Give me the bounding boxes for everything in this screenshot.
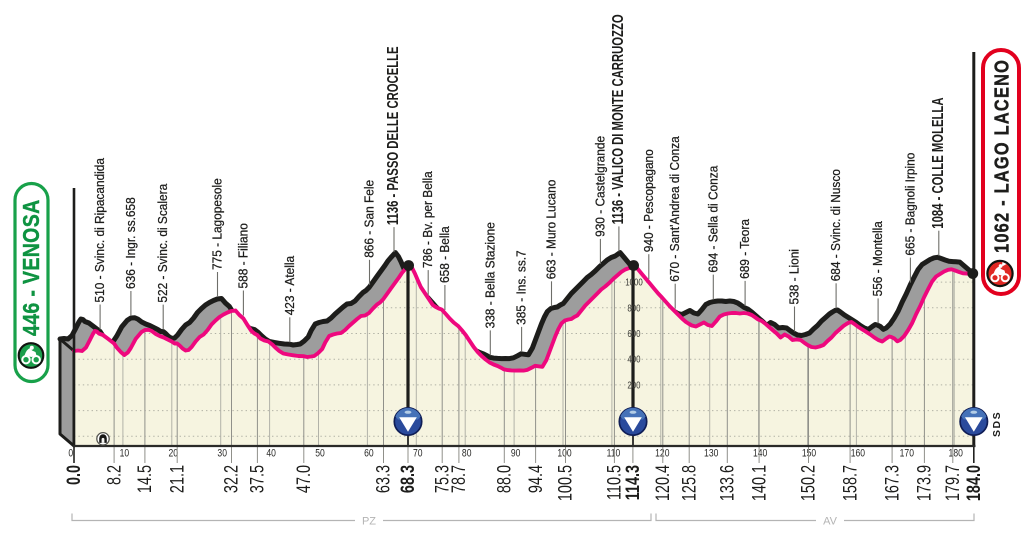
svg-text:786 - Bv. per Bella: 786 - Bv. per Bella	[421, 171, 435, 268]
svg-text:1084 - COLLE MOLELLA: 1084 - COLLE MOLELLA	[929, 97, 946, 228]
svg-text:556 - Montella: 556 - Montella	[871, 221, 885, 296]
svg-text:800: 800	[627, 302, 640, 313]
svg-text:423 - Atella: 423 - Atella	[283, 256, 297, 316]
svg-text:47.0: 47.0	[292, 465, 315, 493]
svg-text:338 - Bella Stazione: 338 - Bella Stazione	[483, 222, 497, 328]
svg-text:689 - Teora: 689 - Teora	[738, 219, 752, 279]
svg-text:14.5: 14.5	[133, 465, 156, 493]
svg-text:1000: 1000	[625, 277, 643, 288]
svg-text:10: 10	[120, 448, 130, 460]
svg-text:1136 - VALICO DI MONTE CARRUOZ: 1136 - VALICO DI MONTE CARRUOZZO	[609, 14, 626, 224]
svg-text:150: 150	[802, 448, 817, 460]
svg-text:133.6: 133.6	[715, 465, 738, 501]
svg-text:63.3: 63.3	[372, 465, 395, 493]
svg-text:158.7: 158.7	[838, 465, 861, 501]
svg-text:179.7: 179.7	[941, 465, 964, 501]
svg-text:522 - Svinc. di Scalera: 522 - Svinc. di Scalera	[156, 184, 170, 303]
svg-text:100: 100	[557, 448, 572, 460]
svg-text:1062 - LAGO LACENO: 1062 - LAGO LACENO	[990, 59, 1013, 253]
svg-text:160: 160	[851, 448, 866, 460]
svg-text:94.4: 94.4	[524, 465, 547, 493]
svg-text:SDS: SDS	[991, 411, 1003, 437]
svg-text:385 - Ins. ss.7: 385 - Ins. ss.7	[514, 250, 528, 325]
svg-text:100.5: 100.5	[554, 465, 577, 501]
svg-text:167.3: 167.3	[880, 465, 903, 501]
svg-text:180: 180	[949, 448, 964, 460]
svg-text:140.1: 140.1	[747, 465, 770, 501]
svg-text:930 - Castelgrande: 930 - Castelgrande	[593, 136, 607, 237]
svg-text:694 - Sella di Conza: 694 - Sella di Conza	[706, 165, 720, 272]
svg-text:538 - Lioni: 538 - Lioni	[787, 249, 801, 304]
svg-text:60: 60	[364, 448, 374, 460]
svg-text:90: 90	[511, 448, 521, 460]
svg-text:588 - Filiano: 588 - Filiano	[236, 223, 250, 289]
svg-text:663 - Muro Lucano: 663 - Muro Lucano	[544, 179, 558, 279]
svg-text:68.3: 68.3	[396, 465, 419, 493]
svg-text:PZ: PZ	[362, 516, 376, 528]
svg-text:940 - Pescopagano: 940 - Pescopagano	[642, 149, 656, 252]
svg-text:8.2: 8.2	[102, 465, 125, 485]
svg-text:658 - Bella: 658 - Bella	[438, 226, 452, 283]
svg-text:775 - Lagopesole: 775 - Lagopesole	[210, 178, 224, 270]
svg-text:78.7: 78.7	[447, 465, 470, 493]
svg-text:0.0: 0.0	[62, 465, 85, 485]
svg-text:125.8: 125.8	[677, 465, 700, 501]
svg-text:88.0: 88.0	[492, 465, 515, 493]
svg-text:110.5: 110.5	[602, 465, 625, 500]
svg-text:510 - Svinc. di Ripacandida: 510 - Svinc. di Ripacandida	[93, 158, 107, 303]
svg-text:400: 400	[627, 354, 640, 365]
svg-text:30: 30	[217, 448, 227, 460]
svg-text:636 - Ingr. ss.658: 636 - Ingr. ss.658	[124, 197, 138, 289]
svg-text:20: 20	[169, 448, 179, 460]
svg-text:110: 110	[607, 448, 621, 460]
svg-text:684 - Svinc. di Nusco: 684 - Svinc. di Nusco	[829, 169, 843, 281]
svg-text:AV: AV	[823, 516, 838, 528]
svg-text:75.3: 75.3	[430, 465, 453, 493]
svg-text:446 - VENOSA: 446 - VENOSA	[19, 199, 45, 336]
svg-text:866 - San Fele: 866 - San Fele	[362, 180, 376, 258]
svg-text:40: 40	[266, 448, 276, 460]
svg-text:140: 140	[753, 448, 768, 460]
svg-text:32.2: 32.2	[220, 465, 243, 493]
svg-text:665 - Bagnoli Irpino: 665 - Bagnoli Irpino	[903, 152, 917, 255]
svg-text:170: 170	[900, 448, 915, 460]
svg-text:70: 70	[413, 448, 423, 460]
svg-text:114.3: 114.3	[621, 465, 644, 500]
svg-text:670 - Sant'Andrea di Conza: 670 - Sant'Andrea di Conza	[668, 136, 682, 282]
svg-text:130: 130	[704, 448, 719, 460]
svg-text:184.0: 184.0	[962, 465, 985, 501]
svg-text:600: 600	[627, 328, 640, 339]
svg-text:173.9: 173.9	[912, 465, 935, 501]
svg-text:21.1: 21.1	[165, 465, 188, 493]
svg-text:150.2: 150.2	[797, 465, 820, 501]
svg-text:1136 - PASSO DELLE CROCELLE: 1136 - PASSO DELLE CROCELLE	[384, 46, 401, 225]
svg-text:200: 200	[627, 379, 640, 390]
svg-text:80: 80	[462, 448, 472, 460]
svg-text:37.5: 37.5	[245, 465, 268, 493]
svg-text:0: 0	[68, 448, 73, 460]
svg-text:50: 50	[315, 448, 325, 460]
svg-text:120.4: 120.4	[651, 465, 674, 501]
